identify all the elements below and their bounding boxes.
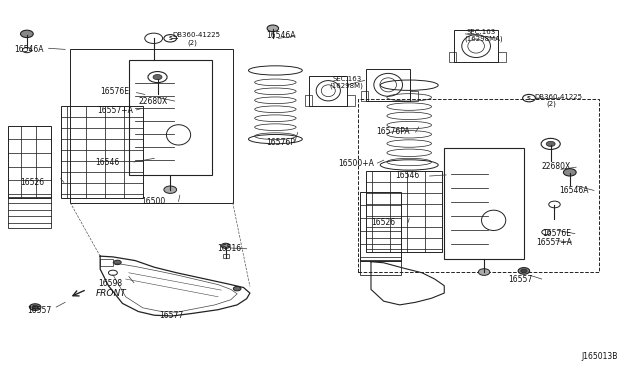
Text: 16500: 16500 (141, 197, 166, 206)
Text: SEC.163: SEC.163 (333, 76, 362, 82)
Circle shape (20, 30, 33, 38)
Text: 16500+A: 16500+A (338, 158, 374, 168)
Text: 16577: 16577 (159, 311, 184, 320)
Text: 16516: 16516 (217, 244, 241, 253)
Bar (8, 126, 51, 198)
Bar (61, 106, 143, 198)
Text: 16546: 16546 (395, 171, 419, 180)
Text: SEC.163: SEC.163 (467, 29, 496, 35)
Bar (358, 99, 599, 272)
Bar (499, 52, 506, 62)
Bar (361, 91, 369, 101)
Text: DB360-41225: DB360-41225 (172, 32, 220, 38)
Text: DB360-41225: DB360-41225 (534, 94, 582, 100)
Bar (223, 254, 229, 258)
Text: 16546A: 16546A (14, 45, 44, 54)
Text: 16546A: 16546A (266, 31, 295, 40)
Text: (2): (2) (188, 39, 197, 46)
Text: 16576E: 16576E (541, 229, 571, 238)
Bar (348, 95, 355, 106)
Circle shape (153, 74, 162, 80)
Text: 16557+A: 16557+A (537, 238, 573, 247)
Text: (2): (2) (547, 101, 557, 107)
Text: 22680X: 22680X (138, 97, 168, 106)
Bar (449, 52, 456, 62)
Bar (454, 30, 499, 62)
Text: (16298M): (16298M) (329, 82, 363, 89)
Text: 16557: 16557 (27, 306, 51, 315)
Bar (70, 49, 233, 203)
Bar (410, 91, 418, 101)
Bar (309, 76, 348, 106)
Circle shape (113, 260, 121, 264)
Circle shape (546, 141, 555, 147)
Text: 16576E: 16576E (100, 87, 129, 96)
Text: 16598: 16598 (99, 279, 122, 288)
Circle shape (563, 169, 576, 176)
Bar (129, 61, 212, 175)
Circle shape (234, 286, 241, 291)
Circle shape (164, 186, 177, 193)
Text: 16526: 16526 (371, 218, 395, 227)
Text: 16546A: 16546A (559, 186, 589, 195)
Bar (100, 259, 113, 266)
Text: 16557+A: 16557+A (97, 106, 133, 115)
Circle shape (29, 304, 41, 310)
Bar (366, 171, 442, 253)
Text: 16546: 16546 (96, 157, 120, 167)
Text: 16576P: 16576P (266, 138, 294, 147)
Circle shape (267, 25, 278, 32)
Bar (8, 197, 51, 228)
Text: FRONT: FRONT (96, 289, 127, 298)
Text: 16526: 16526 (20, 178, 45, 187)
Text: J165013B: J165013B (581, 352, 618, 361)
Text: 16576PA: 16576PA (376, 127, 410, 136)
Circle shape (518, 267, 530, 274)
Text: 16557: 16557 (509, 275, 533, 283)
Circle shape (32, 305, 38, 309)
Bar (305, 95, 312, 106)
Circle shape (478, 269, 490, 275)
Text: S: S (527, 96, 531, 100)
Bar (360, 260, 401, 275)
Bar (360, 192, 401, 260)
Circle shape (221, 243, 230, 248)
Circle shape (521, 269, 527, 273)
Bar (444, 148, 524, 259)
Text: (16298MA): (16298MA) (464, 35, 502, 42)
Bar (366, 68, 410, 101)
Text: S: S (168, 36, 172, 41)
Text: 22680X: 22680X (541, 162, 571, 171)
